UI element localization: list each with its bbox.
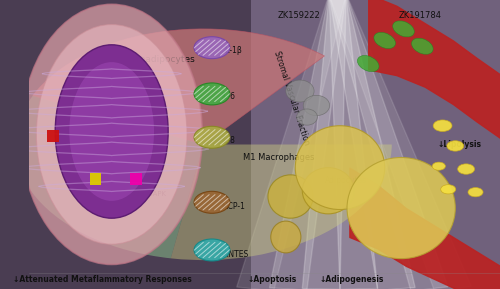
- Circle shape: [468, 188, 483, 197]
- Wedge shape: [33, 29, 324, 144]
- Circle shape: [447, 141, 464, 151]
- Text: ↓Attenuated Metaflammatory Responses: ↓Attenuated Metaflammatory Responses: [13, 275, 192, 284]
- Text: p38 MAPK: p38 MAPK: [130, 191, 166, 197]
- Text: Adipocytes: Adipocytes: [324, 176, 366, 185]
- Polygon shape: [270, 0, 346, 289]
- Circle shape: [194, 191, 230, 213]
- Text: ZK159222: ZK159222: [277, 11, 320, 21]
- Ellipse shape: [21, 4, 203, 264]
- Circle shape: [458, 164, 474, 174]
- Text: M1 Macrophages: M1 Macrophages: [244, 153, 315, 162]
- Text: ↓Adipogenesis: ↓Adipogenesis: [320, 275, 384, 284]
- Polygon shape: [302, 0, 346, 289]
- Text: ↓Lipolysis: ↓Lipolysis: [438, 140, 482, 149]
- Polygon shape: [329, 0, 378, 289]
- Text: p44/42 MAPK: p44/42 MAPK: [74, 191, 120, 197]
- Circle shape: [194, 126, 230, 148]
- Ellipse shape: [268, 175, 313, 218]
- Polygon shape: [236, 0, 346, 289]
- Ellipse shape: [392, 21, 414, 37]
- Ellipse shape: [302, 168, 354, 214]
- Ellipse shape: [358, 55, 379, 72]
- Text: relA/NF-κB: relA/NF-κB: [55, 143, 92, 149]
- Polygon shape: [330, 0, 471, 289]
- Polygon shape: [330, 0, 448, 289]
- Wedge shape: [171, 144, 392, 260]
- Circle shape: [194, 37, 230, 59]
- Text: Preadipocytes: Preadipocytes: [132, 55, 196, 64]
- Circle shape: [194, 239, 230, 261]
- Circle shape: [433, 120, 452, 131]
- Text: IL-1β: IL-1β: [223, 46, 242, 55]
- Bar: [130, 173, 142, 185]
- Bar: [250, 0, 500, 289]
- Wedge shape: [15, 96, 204, 258]
- Bar: [90, 173, 102, 185]
- Text: ZK191784: ZK191784: [398, 11, 442, 21]
- Ellipse shape: [286, 80, 314, 102]
- Polygon shape: [329, 0, 415, 289]
- Ellipse shape: [271, 221, 301, 253]
- Bar: [47, 130, 59, 142]
- Circle shape: [194, 83, 230, 105]
- Text: ↓Apoptosis: ↓Apoptosis: [247, 275, 296, 284]
- Ellipse shape: [296, 109, 318, 125]
- Ellipse shape: [374, 32, 396, 49]
- Text: IL-8: IL-8: [222, 136, 235, 145]
- Ellipse shape: [304, 95, 330, 116]
- Ellipse shape: [36, 25, 187, 244]
- Ellipse shape: [412, 38, 433, 54]
- Ellipse shape: [296, 126, 384, 210]
- Text: IL-6: IL-6: [222, 92, 235, 101]
- Ellipse shape: [70, 62, 154, 201]
- Ellipse shape: [347, 158, 456, 259]
- Text: RANTES: RANTES: [218, 250, 249, 259]
- Ellipse shape: [55, 45, 168, 218]
- Text: MCP-1: MCP-1: [222, 202, 245, 211]
- Text: Stromal Vascular Fraction: Stromal Vascular Fraction: [272, 50, 312, 146]
- Circle shape: [440, 185, 456, 194]
- Circle shape: [432, 162, 446, 170]
